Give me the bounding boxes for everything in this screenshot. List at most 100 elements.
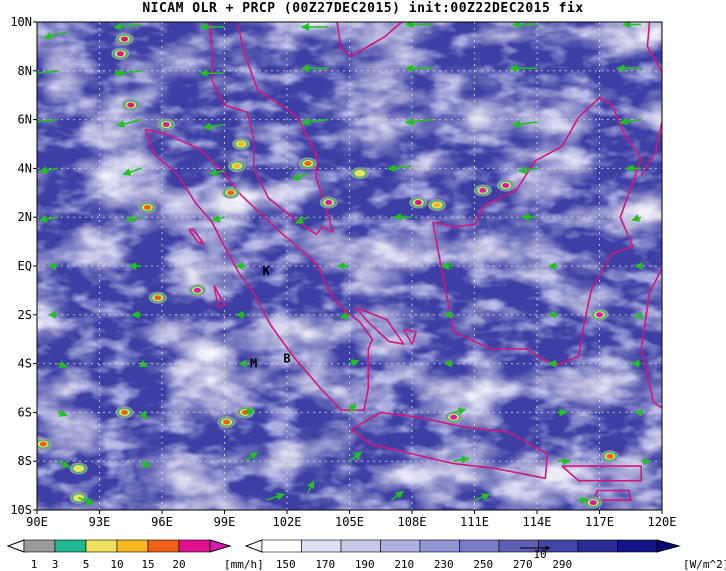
precip-cell <box>138 201 157 214</box>
site-label: K <box>263 264 271 278</box>
olr-colorbar-bin <box>577 539 618 553</box>
olr-colorbar-bin <box>301 539 342 553</box>
lat-tick-label: 8N <box>18 64 32 78</box>
coastline <box>188 228 205 245</box>
lat-tick-label: EQ <box>18 259 32 273</box>
precip-colorbar-bin <box>116 539 149 553</box>
wind-arrow <box>244 451 258 462</box>
reference-vector-label: 10 <box>533 548 546 561</box>
wind-arrow <box>113 69 142 77</box>
precip-colorbar-bin <box>85 539 118 553</box>
lon-tick-label: 102E <box>273 515 302 529</box>
lon-tick-label: 93E <box>89 515 111 529</box>
coastline <box>432 96 642 367</box>
olr-colorbar-bin <box>261 539 302 553</box>
precip-cell <box>584 496 603 509</box>
wind-arrow <box>113 22 142 31</box>
olr-colorbar-label: 210 <box>394 558 414 571</box>
precip-cell <box>473 184 492 197</box>
wind-arrow <box>139 410 148 419</box>
coastline <box>355 306 405 345</box>
wind-arrow <box>300 117 329 126</box>
precip-cell <box>221 186 240 199</box>
chart-title: NICAM OLR + PRCP (00Z27DEC2015) init:00Z… <box>142 1 584 16</box>
lat-tick-label: 10N <box>10 15 32 29</box>
lat-tick-label: 2S <box>18 308 32 322</box>
wind-arrow <box>37 69 58 77</box>
precip-cell <box>111 47 130 60</box>
wind-arrow <box>512 120 538 129</box>
coastline <box>336 22 403 57</box>
lat-tick-label: 4N <box>18 161 32 175</box>
lon-tick-label: 114E <box>523 515 552 529</box>
coastline <box>561 465 642 482</box>
wind-vectors <box>37 22 651 505</box>
wind-arrow <box>387 164 413 173</box>
wind-arrow <box>138 359 148 368</box>
lon-tick-label: 105E <box>335 515 364 529</box>
precip-cell <box>319 196 338 209</box>
precip-colorbar-label: 15 <box>141 558 154 571</box>
precip-cell <box>115 33 134 46</box>
axis-tick-labels: 90E 93E 96E 99E 102E 105E 108E 111E 114E 117E 120E… <box>10 15 676 529</box>
wind-arrow <box>292 172 309 181</box>
coastline <box>213 285 226 309</box>
wind-arrow <box>43 30 69 40</box>
site-label: B <box>283 352 290 366</box>
precip-colorbar-label: 10 <box>110 558 123 571</box>
precipitation-cells <box>37 33 619 509</box>
coastline <box>646 22 662 74</box>
precip-cell <box>115 406 134 419</box>
site-labels: K M B <box>250 264 291 371</box>
precip-colorbar-bin <box>54 539 87 553</box>
lon-tick-label: 96E <box>151 515 173 529</box>
coastline <box>144 128 374 411</box>
precip-cell <box>428 199 446 211</box>
wind-arrow <box>349 451 363 462</box>
wind-arrow <box>405 117 433 126</box>
lon-tick-label: 120E <box>648 515 677 529</box>
olr-colorbar-label: 190 <box>355 558 375 571</box>
wind-arrow <box>307 480 315 494</box>
precip-cell <box>444 411 463 424</box>
coastline <box>640 121 662 177</box>
wind-arrow <box>125 214 142 223</box>
precip-cell <box>298 157 317 170</box>
lat-tick-label: 4S <box>18 357 32 371</box>
precip-cell <box>350 167 369 180</box>
olr-colorbar-label: 250 <box>473 558 493 571</box>
lat-tick-label: 10S <box>10 503 32 517</box>
precip-colorbar-under <box>6 539 25 553</box>
precip-colorbar-label: 5 <box>83 558 90 571</box>
wind-arrow <box>57 360 68 369</box>
wind-arrow <box>474 493 491 501</box>
precip-cell <box>217 416 236 429</box>
precip-cell <box>228 159 246 172</box>
precip-cell <box>409 196 428 209</box>
wind-arrow <box>208 168 225 177</box>
coastline <box>351 411 549 480</box>
wind-arrow <box>57 460 71 468</box>
precip-cell <box>590 308 609 321</box>
lat-tick-label: 6N <box>18 113 32 127</box>
precip-colorbar-bin <box>23 539 56 553</box>
wind-arrow <box>619 117 642 126</box>
precip-colorbar-bin <box>147 539 180 553</box>
olr-colorbar-bin <box>340 539 381 553</box>
olr-colorbar-under <box>244 539 263 553</box>
wind-arrow <box>339 311 350 320</box>
lon-tick-label: 108E <box>398 515 427 529</box>
lon-tick-label: 111E <box>460 515 489 529</box>
coastline <box>209 22 334 236</box>
wind-arrow <box>634 311 644 319</box>
lon-tick-label: 90E <box>26 515 48 529</box>
lon-tick-label: 117E <box>585 515 614 529</box>
coastline <box>640 268 662 409</box>
wind-arrow <box>37 117 58 126</box>
precip-colorbar-over <box>209 539 232 553</box>
precip-colorbar-label: 3 <box>52 558 59 571</box>
precip-colorbar: 1 3 5 10 15 20 [mm/h] <box>6 539 264 571</box>
olr-colorbar-label: 230 <box>434 558 454 571</box>
olr-colorbar-bin <box>617 539 658 553</box>
